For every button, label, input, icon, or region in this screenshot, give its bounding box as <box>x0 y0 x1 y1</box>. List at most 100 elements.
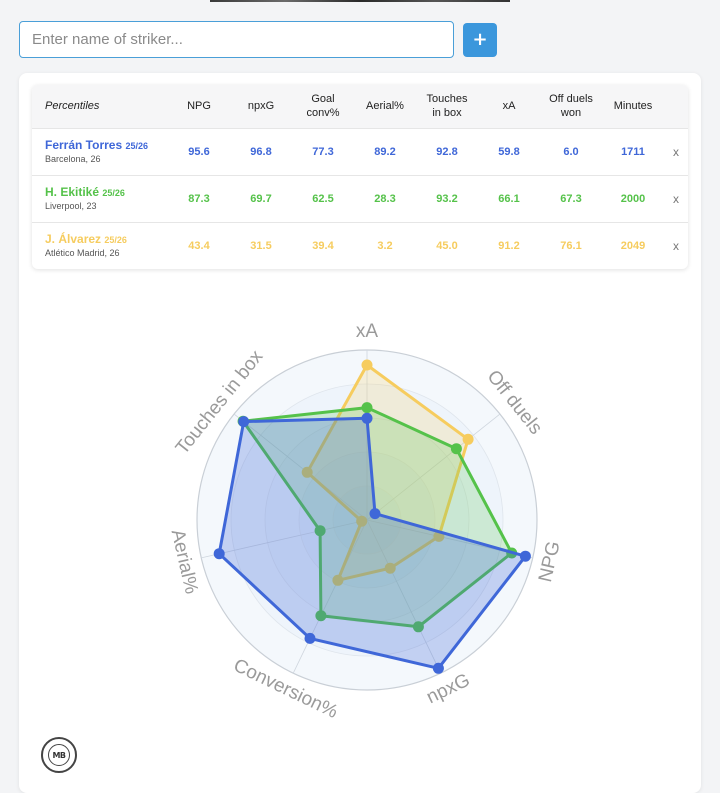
value-cell-xa: 66.1 <box>498 192 520 205</box>
value-cell-goal-conv: 77.3 <box>312 145 334 158</box>
player-season: 25/26 <box>125 141 149 151</box>
player-club: Atlético Madrid, 26 <box>45 248 120 259</box>
player-name[interactable]: Ferrán Torres <box>45 138 123 152</box>
value-cell-npxg: 96.8 <box>250 145 272 158</box>
radar-point-conversion-[interactable] <box>315 610 327 622</box>
radar-point-npg[interactable] <box>519 550 531 562</box>
radar-point-npxg[interactable] <box>432 662 444 674</box>
player-name[interactable]: J. Álvarez <box>45 232 102 247</box>
percentiles-header: Percentiles <box>45 100 100 113</box>
column-header-touches-in-box: Touches in box <box>416 85 478 128</box>
radar-point-npxg[interactable] <box>384 562 396 574</box>
value-cell-touches-in-box: 93.2 <box>436 192 458 205</box>
column-header-line: Goal <box>311 93 335 106</box>
radar-spoke <box>366 519 442 674</box>
mb-logo-text: MB <box>48 744 70 766</box>
player-club: Barcelona, 26 <box>45 154 101 164</box>
column-header-line: won <box>560 107 582 120</box>
value-cell-aerial: 89.2 <box>374 145 396 158</box>
value-cell-minutes: 1711 <box>621 145 645 158</box>
column-header-line: Off duels <box>549 93 593 106</box>
search-row: + <box>19 21 499 59</box>
comparison-card: Percentiles NPG npxG Goal conv% Aerial% Touch… <box>19 73 701 793</box>
player-season: 25/26 <box>102 188 125 198</box>
add-striker-button[interactable]: + <box>463 23 497 57</box>
remove-player-button[interactable]: x <box>673 238 679 253</box>
column-header-line: in box <box>432 107 462 120</box>
column-header-line: Minutes <box>613 100 653 113</box>
player-club: Liverpool, 23 <box>45 201 97 211</box>
column-header-line: NPG <box>187 100 211 113</box>
remove-player-button[interactable]: x <box>673 144 679 159</box>
radar-point-xa[interactable] <box>361 359 373 371</box>
table-row: H. Ekitiké 25/26 Liverpool, 23 87.3 69.7 62.… <box>32 175 688 222</box>
value-cell-goal-conv: 62.5 <box>312 192 334 205</box>
radar-axis-label: NPG <box>535 539 565 584</box>
player-name-line: H. Ekitiké 25/26 <box>45 185 168 200</box>
column-header-npg: NPG <box>168 85 230 128</box>
value-cell-xa: 91.2 <box>498 239 520 252</box>
radar-point-xa[interactable] <box>361 412 373 424</box>
radar-point-conversion-[interactable] <box>304 632 316 644</box>
column-header-line: conv% <box>306 107 340 120</box>
column-header-aerial: Aerial% <box>354 85 416 128</box>
value-cell-npg: 95.6 <box>188 145 210 158</box>
radar-spoke <box>366 413 501 521</box>
radar-point-aerial-[interactable] <box>213 548 225 560</box>
striker-search-input[interactable] <box>19 21 454 58</box>
radar-axis-label: Aerial% <box>167 527 202 596</box>
radar-point-conversion-[interactable] <box>332 574 344 586</box>
player-name[interactable]: H. Ekitiké <box>45 185 100 199</box>
value-cell-npxg: 31.5 <box>250 239 272 252</box>
column-header-goal-conv: Goal conv% <box>292 85 354 128</box>
value-cell-npg: 87.3 <box>188 192 210 205</box>
radar-spoke <box>292 519 368 674</box>
table-header-row: Percentiles NPG npxG Goal conv% Aerial% Touch… <box>32 85 688 128</box>
value-cell-goal-conv: 39.4 <box>312 239 334 252</box>
column-header-line: Touches <box>426 93 468 106</box>
radar-series-0 <box>213 412 531 674</box>
radar-spoke <box>201 519 368 559</box>
radar-point-touches-in-box[interactable] <box>238 416 250 428</box>
value-cell-aerial: 28.3 <box>374 192 396 205</box>
column-header-xa: xA <box>478 85 540 128</box>
value-cell-npg: 43.4 <box>188 239 210 252</box>
mb-logo: MB <box>41 737 77 773</box>
radar-point-off-duels[interactable] <box>462 433 474 445</box>
radar-spoke <box>233 413 368 521</box>
column-header-npxg: npxG <box>230 85 292 128</box>
radar-point-npxg[interactable] <box>412 621 424 633</box>
column-header-off-duels-won: Off duels won <box>540 85 602 128</box>
value-cell-off-duels-won: 6.0 <box>563 145 579 158</box>
radar-series-area <box>217 416 527 670</box>
radar-point-off-duels[interactable] <box>369 508 381 520</box>
radar-axis-label: xA <box>356 321 379 342</box>
column-header-line: Aerial% <box>366 100 404 113</box>
player-name-line: Ferrán Torres 25/26 <box>45 138 168 153</box>
column-header-minutes: Minutes <box>602 85 664 128</box>
value-cell-touches-in-box: 45.0 <box>436 239 458 252</box>
table-row: Ferrán Torres 25/26 Barcelona, 26 95.6 96.8… <box>32 128 688 175</box>
radar-point-touches-in-box[interactable] <box>301 466 313 478</box>
remove-player-button[interactable]: x <box>673 191 679 206</box>
column-header-line: xA <box>502 100 516 113</box>
player-cell: Ferrán Torres 25/26 Barcelona, 26 <box>32 128 168 175</box>
radar-point-aerial-[interactable] <box>356 515 368 527</box>
value-cell-npxg: 69.7 <box>250 192 272 205</box>
player-season: 25/26 <box>104 235 127 246</box>
radar-point-off-duels[interactable] <box>450 443 462 455</box>
value-cell-minutes: 2000 <box>620 192 646 205</box>
column-header-line: npxG <box>247 100 275 113</box>
player-cell: J. Álvarez 25/26 Atlético Madrid, 26 <box>32 222 168 269</box>
value-cell-touches-in-box: 92.8 <box>436 145 458 158</box>
radar-point-xa[interactable] <box>361 402 373 414</box>
table-row: J. Álvarez 25/26 Atlético Madrid, 26 43.4 3… <box>32 222 688 269</box>
value-cell-off-duels-won: 67.3 <box>560 192 582 205</box>
value-cell-minutes: 2049 <box>620 239 646 252</box>
percentile-table: Percentiles NPG npxG Goal conv% Aerial% Touch… <box>32 85 688 269</box>
radar-point-aerial-[interactable] <box>314 525 326 537</box>
player-cell: H. Ekitiké 25/26 Liverpool, 23 <box>32 175 168 222</box>
value-cell-off-duels-won: 76.1 <box>560 239 582 252</box>
top-image-strip <box>210 0 510 2</box>
